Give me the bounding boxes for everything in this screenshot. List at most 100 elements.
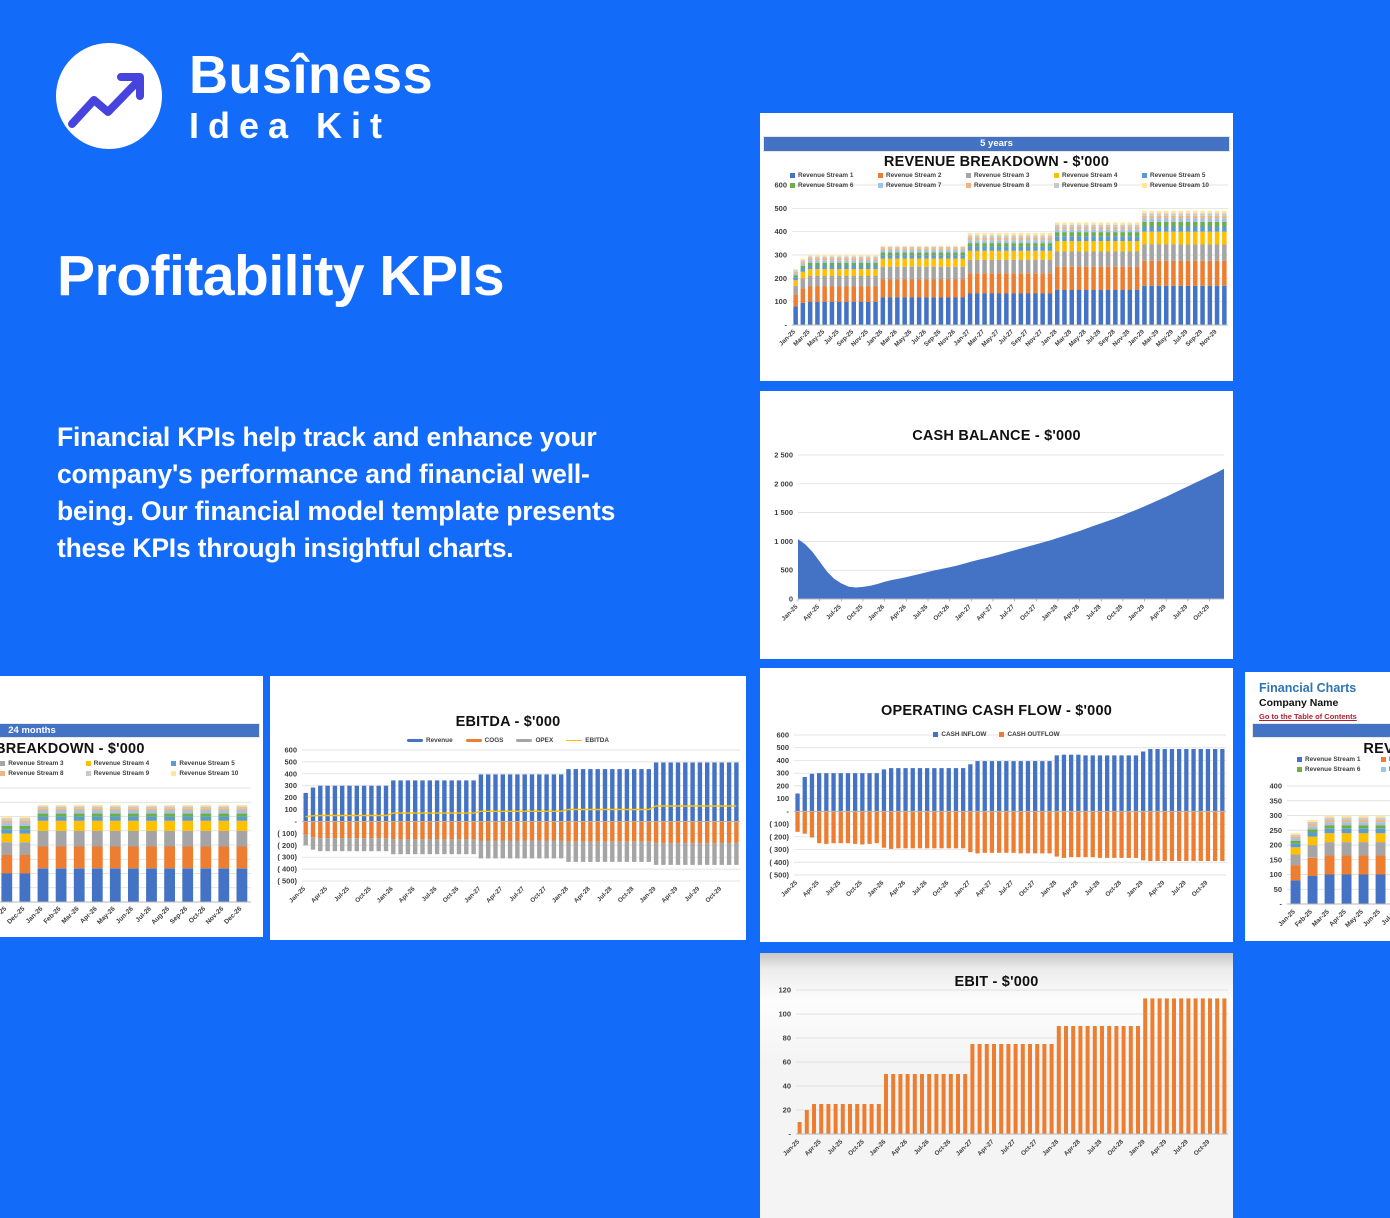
svg-text:Oct-26: Oct-26 bbox=[933, 1138, 952, 1157]
svg-text:Jul-25: Jul-25 bbox=[825, 603, 843, 621]
svg-text:( 100): ( 100) bbox=[277, 829, 297, 838]
svg-text:2 000: 2 000 bbox=[774, 479, 793, 488]
svg-text:Apr-25: Apr-25 bbox=[802, 879, 821, 898]
svg-text:Jan-25: Jan-25 bbox=[780, 603, 799, 622]
legend-label: Revenue Stream 9 bbox=[94, 770, 149, 777]
svg-text:Jan-29: Jan-29 bbox=[638, 885, 657, 904]
legend-label: Revenue Stream 1 bbox=[1305, 756, 1360, 763]
legend-item: Revenue Stream 4 bbox=[1054, 172, 1142, 179]
svg-text:Oct-29: Oct-29 bbox=[704, 885, 723, 904]
svg-text:( 300): ( 300) bbox=[769, 845, 789, 854]
svg-text:Oct-25: Oct-25 bbox=[846, 603, 865, 622]
legend-item: Revenue Stream 1 bbox=[1297, 756, 1381, 763]
svg-text:Nov-29: Nov-29 bbox=[1199, 328, 1219, 348]
svg-text:Jan-28: Jan-28 bbox=[1039, 879, 1058, 898]
svg-text:Oct-28: Oct-28 bbox=[617, 885, 636, 904]
svg-text:Apr-29: Apr-29 bbox=[1149, 1138, 1168, 1157]
svg-text:80: 80 bbox=[783, 1034, 791, 1043]
legend-marker bbox=[86, 771, 91, 776]
svg-text:Jul-27: Jul-27 bbox=[997, 879, 1015, 897]
svg-text:Oct-29: Oct-29 bbox=[1191, 879, 1210, 898]
legend-item: Revenue Stream 7 bbox=[878, 182, 966, 189]
chart-title: EBIT - $'000 bbox=[760, 974, 1233, 990]
svg-text:Oct-26: Oct-26 bbox=[932, 603, 951, 622]
svg-text:100: 100 bbox=[776, 794, 789, 803]
legend-item: Revenue Stream 4 bbox=[86, 760, 172, 767]
legend-label: Revenue Stream 6 bbox=[1305, 766, 1360, 773]
svg-text:300: 300 bbox=[284, 781, 297, 790]
svg-text:Jul-27: Jul-27 bbox=[508, 885, 526, 903]
svg-text:60: 60 bbox=[783, 1058, 791, 1067]
legend-item: Revenue Stream 7 bbox=[1381, 766, 1390, 773]
legend-item: Revenue Stream 8 bbox=[0, 770, 86, 777]
revenue-breakdown-24m-chart: 40035030025020015010050-Jan-25Feb-25Mar-… bbox=[0, 676, 263, 937]
legend-marker bbox=[1297, 767, 1302, 772]
svg-text:Apr-28: Apr-28 bbox=[1063, 1138, 1082, 1157]
legend-label: OPEX bbox=[535, 737, 553, 744]
brand-logo bbox=[55, 42, 163, 150]
svg-text:-: - bbox=[787, 807, 790, 816]
svg-text:Oct-25: Oct-25 bbox=[845, 879, 864, 898]
svg-text:Feb-25: Feb-25 bbox=[1294, 908, 1314, 928]
svg-text:Apr-28: Apr-28 bbox=[1062, 603, 1081, 622]
legend-item: OPEX bbox=[516, 737, 553, 744]
chart-title: EBITDA - $'000 bbox=[270, 714, 746, 730]
svg-text:Jul-28: Jul-28 bbox=[1085, 603, 1103, 621]
svg-text:( 500): ( 500) bbox=[769, 871, 789, 880]
brand-wordmark: Busîness Idea Kit bbox=[189, 48, 433, 144]
svg-text:400: 400 bbox=[774, 227, 787, 236]
svg-text:( 200): ( 200) bbox=[769, 832, 789, 841]
svg-text:400: 400 bbox=[284, 769, 297, 778]
chart-title: REVENUE BREAKDOWN - $'000 bbox=[760, 154, 1233, 170]
brand-header: Busîness Idea Kit bbox=[55, 42, 433, 150]
svg-text:Jan-29: Jan-29 bbox=[1128, 1138, 1147, 1157]
svg-text:Dec-25: Dec-25 bbox=[6, 905, 26, 925]
legend-label: Revenue Stream 5 bbox=[179, 760, 234, 767]
legend-label: Revenue Stream 9 bbox=[1062, 182, 1117, 189]
svg-text:May-26: May-26 bbox=[96, 905, 117, 926]
legend-marker bbox=[790, 183, 795, 188]
legend-item: Revenue Stream 5 bbox=[171, 760, 257, 767]
svg-text:Apr-29: Apr-29 bbox=[660, 885, 679, 904]
svg-text:100: 100 bbox=[1269, 870, 1282, 879]
svg-text:Jan-29: Jan-29 bbox=[1126, 879, 1145, 898]
legend-marker bbox=[171, 771, 176, 776]
legend-label: Revenue Stream 1 bbox=[798, 172, 853, 179]
svg-text:( 400): ( 400) bbox=[277, 865, 297, 874]
legend-item: Revenue Stream 9 bbox=[86, 770, 172, 777]
svg-text:Apr-27: Apr-27 bbox=[976, 1138, 995, 1157]
svg-text:1 000: 1 000 bbox=[774, 537, 793, 546]
legend-item: Revenue Stream 3 bbox=[0, 760, 86, 767]
svg-text:500: 500 bbox=[284, 757, 297, 766]
svg-text:2 500: 2 500 bbox=[774, 451, 793, 460]
legend-item: Revenue Stream 3 bbox=[966, 172, 1054, 179]
legend-marker bbox=[1381, 767, 1386, 772]
table-of-contents-link[interactable]: Go to the Table of Contents bbox=[1259, 712, 1357, 721]
svg-text:Jan-27: Jan-27 bbox=[463, 885, 482, 904]
svg-text:Jan-27: Jan-27 bbox=[955, 1138, 974, 1157]
company-name: Company Name bbox=[1259, 697, 1338, 709]
svg-text:Oct-27: Oct-27 bbox=[1018, 879, 1037, 898]
revenue-breakdown-24m-card: 24 months REVENUE BREAKDOWN - $'000 Reve… bbox=[0, 676, 263, 937]
legend-marker bbox=[0, 761, 5, 766]
chart-title: REVENUE BREAKDOWN - $'000 bbox=[1245, 741, 1390, 757]
svg-text:150: 150 bbox=[1269, 855, 1282, 864]
svg-text:May-25: May-25 bbox=[1344, 908, 1365, 929]
legend-marker bbox=[407, 739, 423, 742]
svg-text:Jan-28: Jan-28 bbox=[1040, 603, 1059, 622]
svg-text:Oct-26: Oct-26 bbox=[442, 885, 461, 904]
legend-label: Revenue Stream 3 bbox=[8, 760, 63, 767]
svg-text:100: 100 bbox=[284, 805, 297, 814]
legend-label: Revenue Stream 10 bbox=[1150, 182, 1209, 189]
revenue-breakdown-5y-card: 5 years REVENUE BREAKDOWN - $'000 Revenu… bbox=[760, 113, 1233, 381]
brand-name-line2: Idea Kit bbox=[189, 108, 433, 144]
svg-text:Jul-28: Jul-28 bbox=[596, 885, 614, 903]
legend-label: Revenue Stream 3 bbox=[974, 172, 1029, 179]
svg-text:Jun-25: Jun-25 bbox=[1362, 908, 1382, 928]
svg-text:400: 400 bbox=[776, 756, 789, 765]
svg-text:Jun-26: Jun-26 bbox=[115, 905, 135, 925]
svg-text:Apr-25: Apr-25 bbox=[804, 1138, 823, 1157]
svg-text:( 100): ( 100) bbox=[769, 820, 789, 829]
